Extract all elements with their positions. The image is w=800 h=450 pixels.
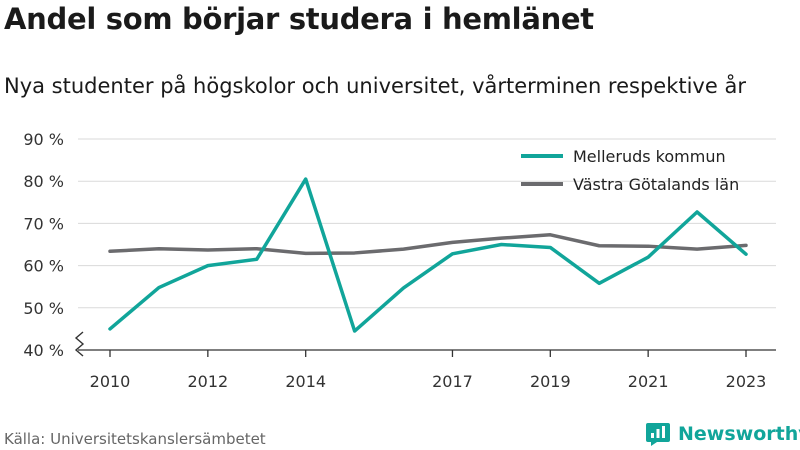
brand-name: Newsworthy [678,423,800,445]
x-tick-label: 2019 [530,372,571,391]
y-tick-label: 90 % [23,130,64,149]
x-tick-label: 2021 [628,372,669,391]
legend-label: Melleruds kommun [573,147,726,166]
x-axis: 2010 2012 2014 2017 2019 2021 2023 [78,349,776,391]
chart-subtitle: Nya studenter på högskolor och universit… [4,74,746,98]
newsworthy-logo-icon [646,423,670,446]
series-line [108,177,748,333]
y-tick-label: 70 % [23,214,64,233]
legend-label: Västra Götalands län [573,175,739,194]
y-tick-label: 50 % [23,299,64,318]
y-axis-ticks: 40 % 50 % 60 % 70 % 80 % 90 % [23,130,64,360]
x-tick-label: 2023 [726,372,767,391]
series-line [108,233,748,256]
x-tick-label: 2014 [285,372,326,391]
source-note: Källa: Universitetskanslersämbetet [4,430,266,448]
series-lines [108,177,748,333]
y-tick-label: 40 % [23,341,64,360]
y-tick-label: 80 % [23,172,64,191]
y-tick-label: 60 % [23,257,64,276]
brand-logo[interactable]: Newsworthy [645,420,800,448]
x-tick-label: 2010 [90,372,131,391]
chart-title: Andel som börjar studera i hemlänet [4,2,594,36]
legend: Melleruds kommun Västra Götalands län [521,147,739,194]
axis-break-zigzag [74,331,85,357]
gridlines [78,138,776,309]
x-tick-label: 2017 [432,372,473,391]
y-axis-break-icon [74,331,85,357]
x-tick-label: 2012 [187,372,228,391]
